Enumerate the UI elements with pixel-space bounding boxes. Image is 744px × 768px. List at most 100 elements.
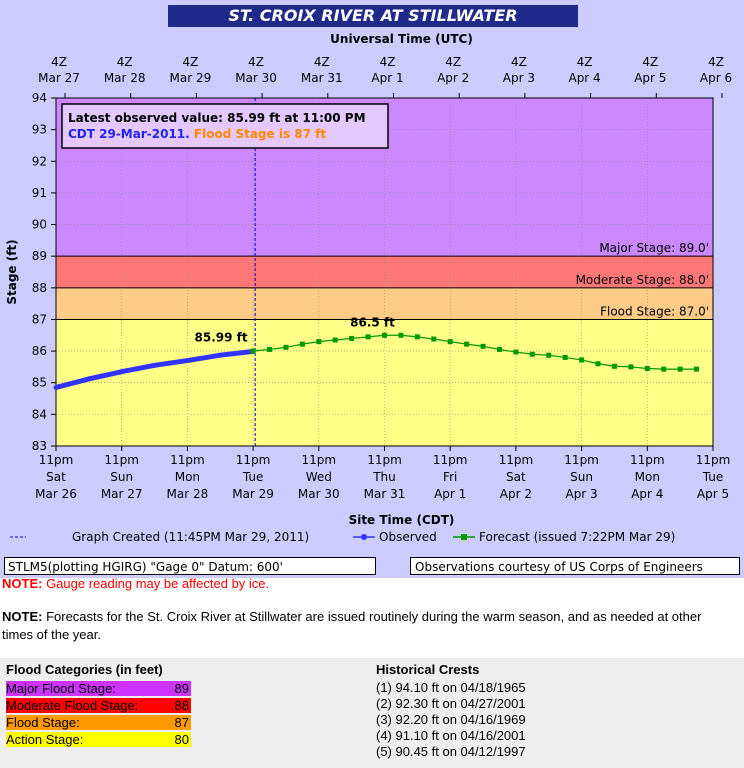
ice-note-text: Gauge reading may be affected by ice. — [42, 576, 270, 591]
bottom-tick-label: 11pm — [499, 453, 534, 467]
bottom-tick-label: 11pm — [433, 453, 468, 467]
info-box-flood-stage: Flood Stage is 87 ft — [194, 127, 326, 141]
info-box — [61, 103, 389, 149]
flood-category-row: Flood Stage: 87 — [6, 715, 191, 730]
bottom-tick-label: Mar 26 — [35, 487, 77, 501]
bottom-tick-label: Mar 27 — [101, 487, 143, 501]
forecast-point — [414, 334, 420, 340]
forecast-point — [513, 349, 519, 355]
forecast-point — [398, 332, 404, 338]
forecast-point — [431, 336, 437, 342]
forecast-point — [595, 361, 601, 367]
bottom-axis-label: Site Time (CDT) — [349, 513, 455, 527]
observations-credit: Observations courtesy of US Corps of Eng… — [410, 557, 740, 575]
historical-crest-item: (4) 91.10 ft on 04/16/2001 — [376, 728, 526, 743]
top-tick-label: 4Z — [445, 55, 461, 69]
flood-category-label: Flood Stage: — [6, 715, 80, 730]
flood-category-value: 87 — [174, 715, 189, 730]
bottom-tick-label: 11pm — [564, 453, 599, 467]
chart-title: ST. CROIX RIVER AT STILLWATER — [168, 5, 578, 27]
info-panel — [0, 658, 744, 768]
historical-crest-item: (2) 92.30 ft on 04/27/2001 — [376, 696, 526, 711]
top-tick-label: Apr 1 — [371, 71, 403, 85]
hydrograph-chart: Major Stage: 89.0' Moderate Stage: 88.0' F… — [5, 32, 732, 544]
top-axis-label: Universal Time (UTC) — [330, 32, 473, 46]
top-tick-label: 4Z — [314, 55, 330, 69]
forecast-point — [283, 344, 289, 350]
legend-created-label: Graph Created (11:45PM Mar 29, 2011) — [72, 530, 309, 544]
stage-line-label: Flood Stage: 87.0' — [600, 304, 709, 318]
top-tick-label: 4Z — [380, 55, 396, 69]
legend-observed-label: Observed — [379, 530, 437, 544]
flood-category-row: Major Flood Stage: 89 — [6, 681, 191, 696]
flood-category-row: Moderate Flood Stage: 88 — [6, 698, 191, 713]
observed-point — [217, 352, 223, 358]
forecast-point — [349, 335, 355, 341]
top-tick-label: Mar 29 — [170, 71, 212, 85]
top-tick-label: Mar 30 — [235, 71, 277, 85]
top-tick-label: Apr 3 — [503, 71, 535, 85]
legend-forecast-marker — [461, 534, 467, 540]
top-tick-label: 4Z — [511, 55, 527, 69]
legend-forecast-label: Forecast (issued 7:22PM Mar 29) — [479, 530, 675, 544]
observed-value-label: 85.99 ft — [195, 330, 248, 344]
forecast-point — [661, 366, 667, 372]
flood-category-value: 88 — [174, 698, 189, 713]
forecast-point — [677, 366, 683, 372]
top-tick-label: Mar 27 — [38, 71, 80, 85]
info-box-line2: CDT 29-Mar-2011. Flood Stage is 87 ft — [68, 127, 326, 141]
bottom-tick-label: Mar 30 — [298, 487, 340, 501]
bottom-tick-label: Sat — [46, 470, 66, 484]
bottom-tick-label: Mar 31 — [364, 487, 406, 501]
bottom-tick-label: Apr 3 — [565, 487, 597, 501]
bottom-tick-label: 11pm — [39, 453, 74, 467]
bottom-tick-label: Mon — [635, 470, 660, 484]
forecast-point — [382, 332, 387, 338]
y-tick-label: 88 — [32, 281, 47, 295]
top-tick-label: 4Z — [117, 55, 133, 69]
bottom-tick-label: Tue — [702, 470, 724, 484]
forecast-point — [365, 334, 371, 340]
legend-observed-marker — [361, 534, 367, 540]
forecast-point — [480, 343, 486, 349]
top-tick-label: 4Z — [248, 55, 264, 69]
bottom-tick-label: 11pm — [630, 453, 665, 467]
forecast-point — [562, 354, 568, 360]
bottom-tick-label: Apr 4 — [631, 487, 663, 501]
forecast-point — [529, 351, 535, 357]
top-tick-label: 4Z — [708, 55, 724, 69]
bottom-tick-label: 11pm — [696, 453, 731, 467]
historical-crest-item: (1) 94.10 ft on 04/18/1965 — [376, 680, 526, 695]
bottom-tick-label: 11pm — [367, 453, 402, 467]
flood-category-value: 80 — [174, 732, 189, 747]
forecast-point — [464, 341, 470, 347]
flood-category-row: Action Stage: 80 — [6, 732, 191, 747]
bottom-tick-label: Apr 1 — [434, 487, 466, 501]
bottom-tick-label: Sat — [506, 470, 526, 484]
forecast-point — [496, 347, 502, 353]
forecast-point — [644, 365, 650, 371]
flood-category-value: 89 — [174, 681, 189, 696]
forecast-note-text: Forecasts for the St. Croix River at Sti… — [2, 609, 702, 642]
bottom-tick-label: Sun — [570, 470, 593, 484]
bottom-tick-label: Apr 2 — [500, 487, 532, 501]
top-tick-label: 4Z — [182, 55, 198, 69]
forecast-note-label: NOTE: — [2, 609, 43, 624]
bottom-tick-label: 11pm — [104, 453, 139, 467]
top-tick-label: Apr 5 — [634, 71, 666, 85]
flood-category-label: Action Stage: — [6, 732, 84, 747]
bottom-tick-label: 11pm — [170, 453, 205, 467]
stage-band — [56, 319, 713, 446]
y-tick-label: 85 — [32, 376, 47, 390]
forecast-point — [694, 366, 700, 372]
forecast-point — [628, 364, 634, 370]
info-box-line1: Latest observed value: 85.99 ft at 11:00… — [68, 111, 366, 125]
forecast-note: NOTE: Forecasts for the St. Croix River … — [2, 608, 732, 644]
ice-note-label: NOTE: — [2, 576, 43, 591]
top-tick-label: Mar 28 — [104, 71, 146, 85]
top-tick-label: Apr 6 — [700, 71, 732, 85]
bottom-tick-label: Fri — [443, 470, 457, 484]
top-tick-label: Apr 2 — [437, 71, 469, 85]
historical-crests-title: Historical Crests — [376, 662, 480, 677]
bottom-tick-label: Mon — [175, 470, 200, 484]
